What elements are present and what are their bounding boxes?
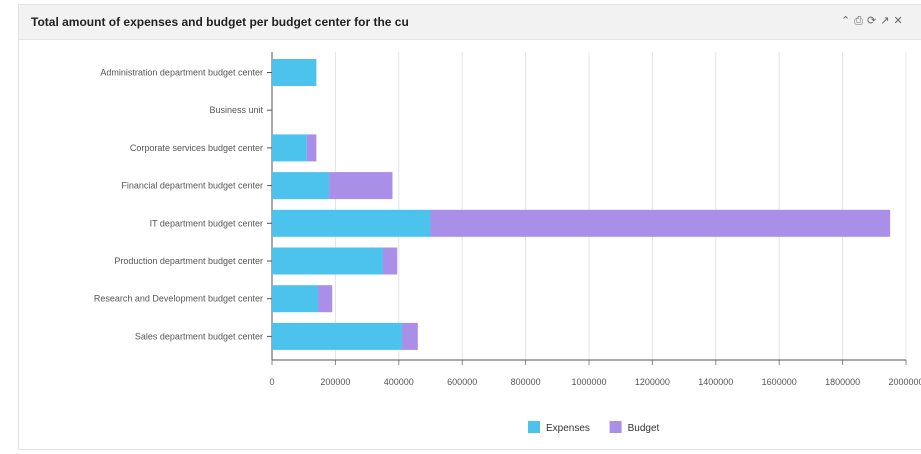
category-label: IT department budget center [150, 218, 263, 228]
bar-expenses [272, 209, 431, 237]
refresh-icon[interactable]: ⟳ [867, 14, 877, 27]
header-toolbar: ⌃ ⎙ ⟳ ↗ ✕ [841, 14, 903, 28]
category-label: Corporate services budget center [130, 143, 263, 153]
legend-swatch-expenses [528, 421, 540, 433]
bar-expenses [272, 172, 330, 200]
category-label: Administration department budget center [100, 68, 263, 78]
x-tick-label: 1800000 [825, 377, 860, 387]
category-label: Production department budget center [114, 256, 263, 266]
category-label: Sales department budget center [135, 331, 263, 341]
chart-title: Total amount of expenses and budget per … [31, 15, 409, 29]
bar-budget [329, 172, 393, 200]
bar-budget [306, 134, 317, 162]
legend-label-expenses: Expenses [546, 423, 590, 434]
x-tick-label: 200000 [320, 377, 350, 387]
category-label: Business unit [209, 105, 263, 115]
panel-header: Total amount of expenses and budget per … [19, 5, 921, 40]
bar-budget [317, 285, 333, 313]
x-tick-label: 1000000 [571, 377, 606, 387]
legend-label-budget: Budget [628, 423, 660, 434]
bar-budget [401, 322, 418, 350]
bar-budget [382, 247, 398, 275]
x-tick-label: 1400000 [698, 377, 733, 387]
print-icon[interactable]: ⎙ [854, 14, 864, 27]
x-tick-label: 2000000 [888, 377, 921, 387]
bar-expenses [272, 134, 307, 162]
bar-expenses [272, 322, 402, 350]
category-label: Financial department budget center [121, 181, 263, 191]
x-tick-label: 1600000 [762, 377, 797, 387]
bar-expenses [272, 285, 318, 313]
x-tick-label: 600000 [447, 377, 477, 387]
collapse-icon[interactable]: ⌃ [841, 14, 851, 27]
bar-budget [430, 209, 891, 237]
x-tick-label: 0 [269, 377, 274, 387]
bar-expenses [272, 247, 383, 275]
x-tick-label: 1200000 [635, 377, 670, 387]
category-label: Research and Development budget center [94, 294, 263, 304]
x-tick-label: 400000 [384, 377, 414, 387]
bar-expenses [272, 59, 317, 86]
x-tick-label: 800000 [511, 377, 541, 387]
popout-icon[interactable]: ↗ [880, 14, 890, 27]
close-icon[interactable]: ✕ [893, 14, 903, 27]
legend-swatch-budget [609, 421, 622, 433]
